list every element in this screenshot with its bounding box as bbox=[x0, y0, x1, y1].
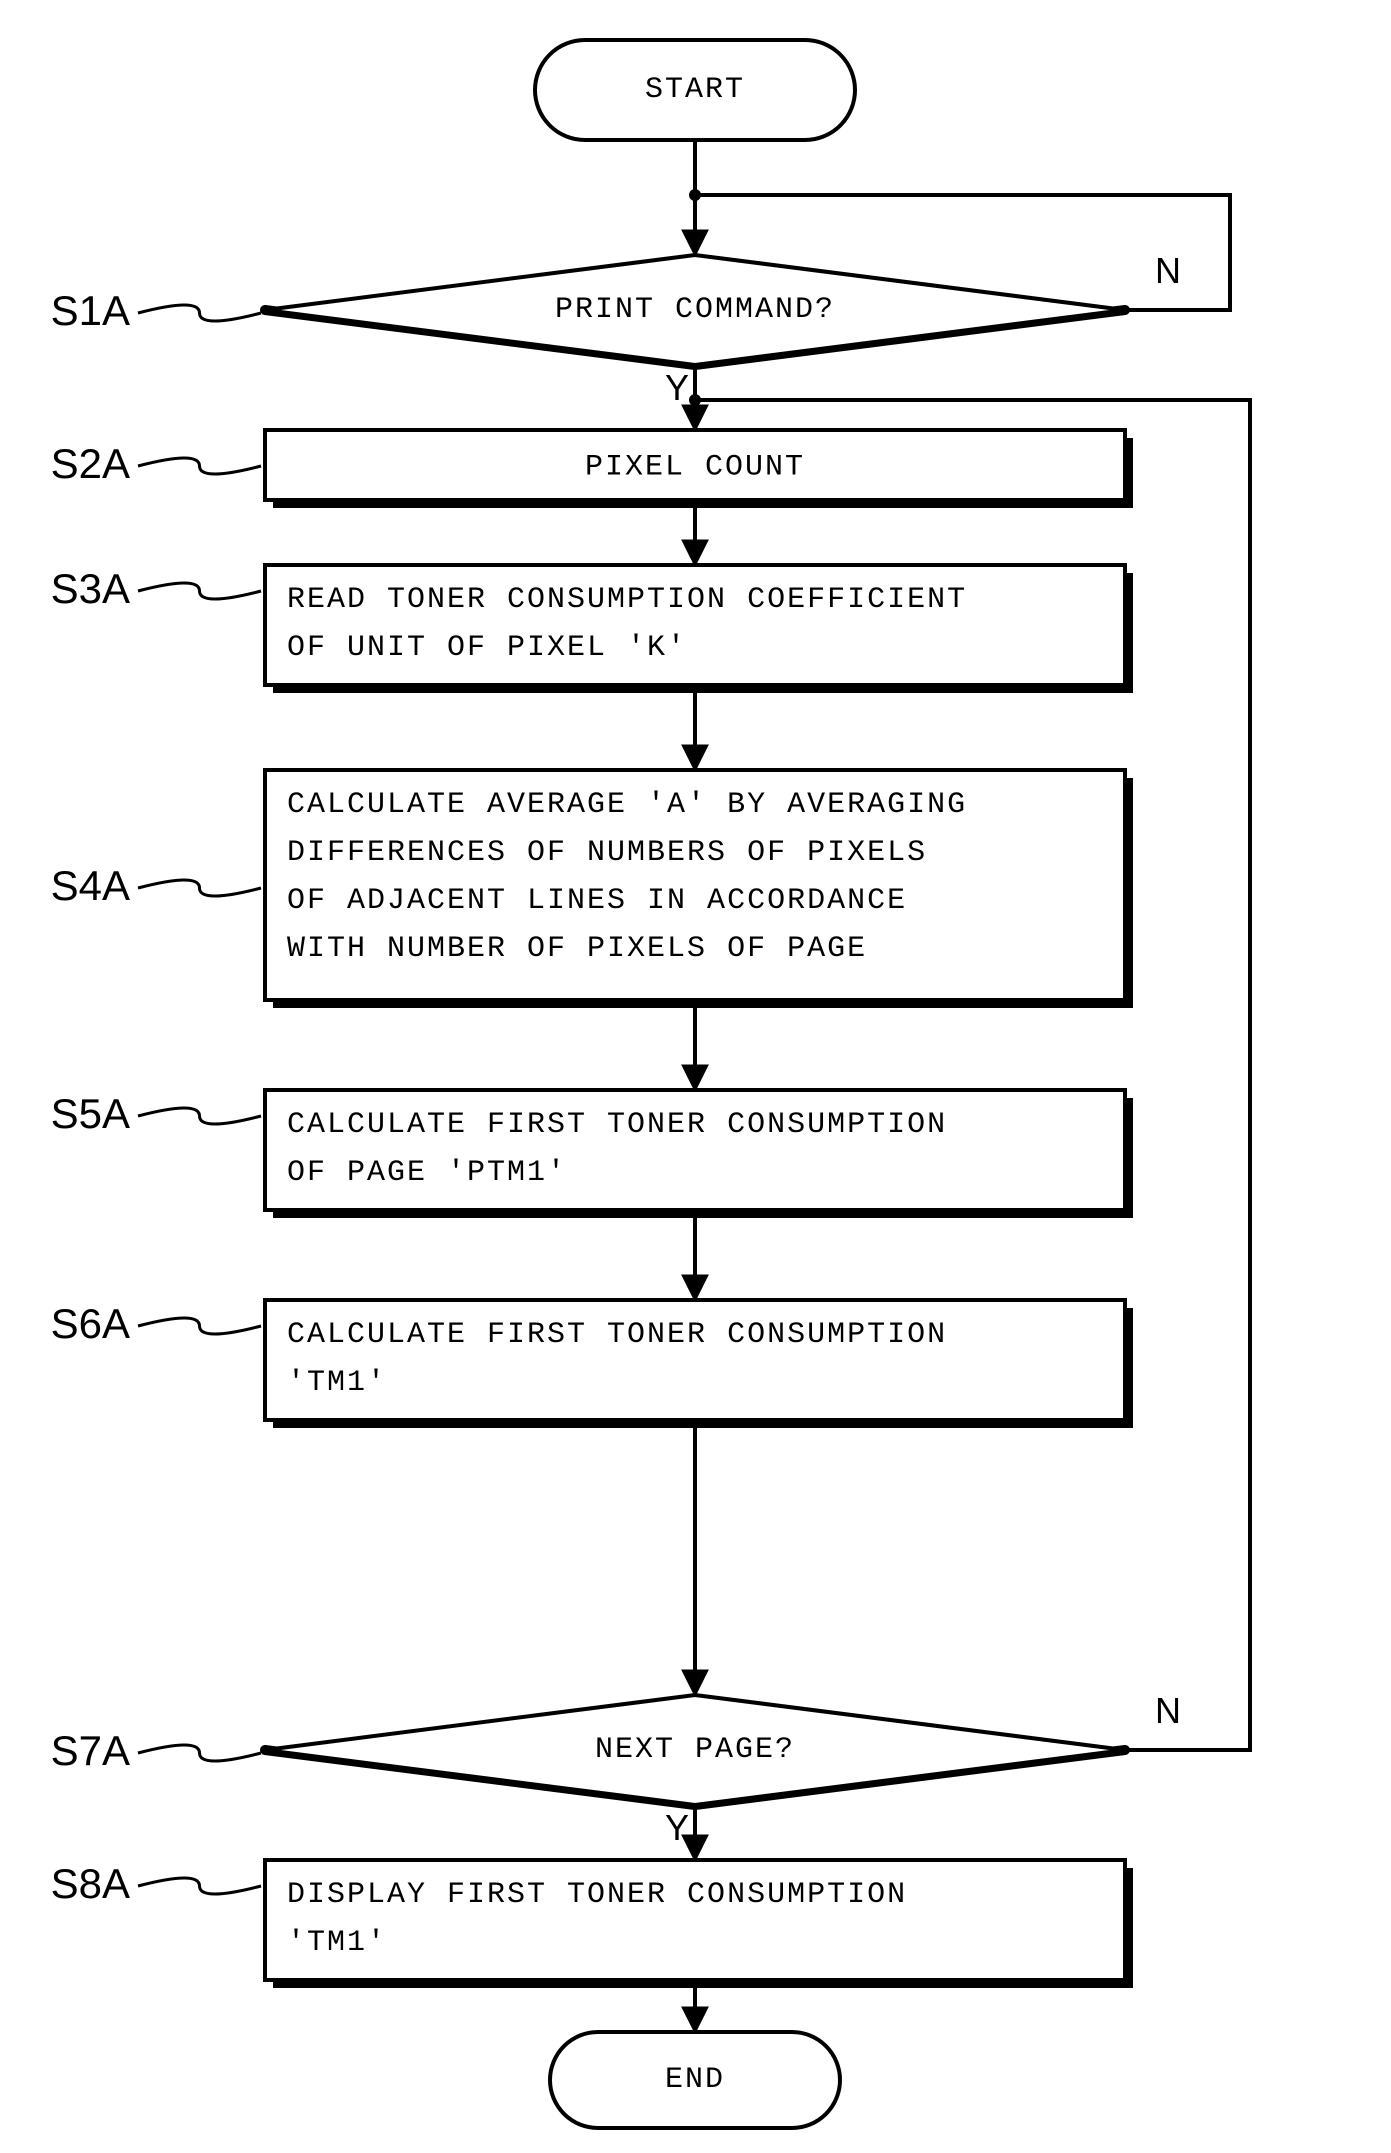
step-label-s2a: S2A bbox=[51, 440, 130, 487]
step-label-s3a: S3A bbox=[51, 565, 130, 612]
process-s5a-line0: CALCULATE FIRST TONER CONSUMPTION bbox=[287, 1108, 947, 1142]
process-s6a-line0: CALCULATE FIRST TONER CONSUMPTION bbox=[287, 1318, 947, 1352]
step-label-s8a: S8A bbox=[51, 1860, 130, 1907]
step-connector-s5a bbox=[138, 1108, 261, 1124]
step-label-s6a: S6A bbox=[51, 1300, 130, 1347]
decision-s1a-no: N bbox=[1155, 250, 1181, 291]
process-s8a-line0: DISPLAY FIRST TONER CONSUMPTION bbox=[287, 1878, 907, 1912]
step-label-s4a: S4A bbox=[51, 862, 130, 909]
decision-s7a-yes: Y bbox=[665, 1807, 689, 1848]
process-s6a-line1: 'TM1' bbox=[287, 1366, 387, 1400]
step-connector-s6a bbox=[138, 1318, 261, 1334]
flowchart: START END PRINT COMMAND? Y N S1A PIXEL COUNT S2… bbox=[0, 0, 1391, 2153]
process-s3a-line1: OF UNIT OF PIXEL 'K' bbox=[287, 631, 687, 665]
process-s4a-line2: OF ADJACENT LINES IN ACCORDANCE bbox=[287, 884, 907, 918]
step-label-s5a: S5A bbox=[51, 1090, 130, 1137]
step-connector-s4a bbox=[138, 880, 261, 896]
step-connector-s3a bbox=[138, 583, 261, 599]
step-connector-s8a bbox=[138, 1878, 261, 1894]
decision-s7a-text: NEXT PAGE? bbox=[595, 1733, 795, 1767]
decision-s1a-text: PRINT COMMAND? bbox=[555, 293, 835, 327]
process-s5a-line1: OF PAGE 'PTM1' bbox=[287, 1156, 567, 1190]
step-connector-s1a bbox=[138, 305, 261, 321]
end-label: END bbox=[665, 2063, 725, 2097]
process-s8a-line1: 'TM1' bbox=[287, 1926, 387, 1960]
step-connector-s2a bbox=[138, 458, 261, 474]
process-s4a-line0: CALCULATE AVERAGE 'A' BY AVERAGING bbox=[287, 788, 967, 822]
process-s3a-line0: READ TONER CONSUMPTION COEFFICIENT bbox=[287, 583, 967, 617]
process-s4a-line3: WITH NUMBER OF PIXELS OF PAGE bbox=[287, 932, 867, 966]
step-label-s7a: S7A bbox=[51, 1727, 130, 1774]
step-connector-s7a bbox=[138, 1745, 261, 1761]
step-label-s1a: S1A bbox=[51, 287, 130, 334]
process-s4a-line1: DIFFERENCES OF NUMBERS OF PIXELS bbox=[287, 836, 927, 870]
decision-s7a-no: N bbox=[1155, 1690, 1181, 1731]
process-s2a-line0: PIXEL COUNT bbox=[585, 451, 805, 485]
decision-s1a-yes: Y bbox=[665, 367, 689, 408]
start-label: START bbox=[645, 73, 745, 107]
